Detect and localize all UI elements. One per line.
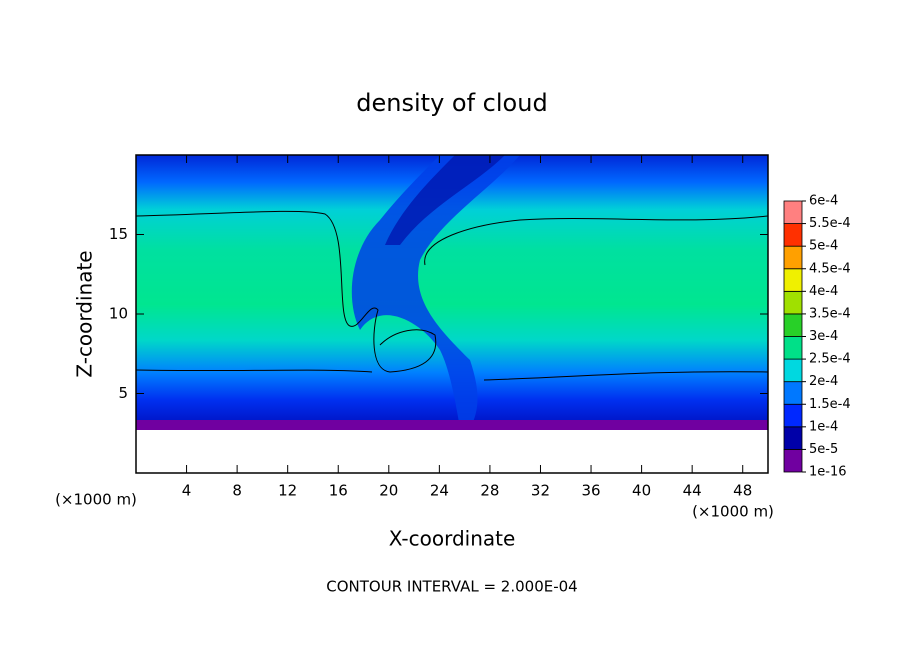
colorbar-label: 1.5e-4 xyxy=(809,397,851,412)
colorbar-label: 1e-16 xyxy=(809,465,847,480)
colorbar-box xyxy=(783,449,803,473)
colorbar-box xyxy=(783,245,803,270)
colorbar-box xyxy=(783,381,803,405)
colorbar-box xyxy=(783,358,803,383)
colorbar-label: 5.5e-4 xyxy=(809,216,851,231)
colorbar-label: 2.5e-4 xyxy=(809,352,851,367)
x-tick-label: 20 xyxy=(379,482,398,500)
chart-title: density of cloud xyxy=(356,89,547,117)
colorbar-label: 5e-4 xyxy=(809,239,838,254)
colorbar-box xyxy=(783,290,803,315)
x-tick-label: 28 xyxy=(480,482,499,500)
colorbar-label: 4e-4 xyxy=(809,284,838,299)
colorbar-box xyxy=(783,313,803,337)
colorbar-box xyxy=(783,403,803,428)
colorbar-box xyxy=(783,336,803,360)
x-unit-left: (×1000 m) xyxy=(55,491,137,509)
x-axis-label: X-coordinate xyxy=(389,527,516,551)
x-tick-label: 12 xyxy=(278,482,297,500)
colorbar-label: 4.5e-4 xyxy=(809,261,851,276)
y-tick-label: 15 xyxy=(109,225,128,243)
colorbar-box xyxy=(783,426,803,450)
x-tick-label: 40 xyxy=(632,482,651,500)
field xyxy=(136,155,768,473)
y-tick-label: 10 xyxy=(109,305,128,323)
colorbar-label: 3e-4 xyxy=(809,329,838,344)
x-unit-right: (×1000 m) xyxy=(692,503,774,521)
x-tick-label: 24 xyxy=(430,482,449,500)
colorbar-box xyxy=(783,223,803,247)
colorbar-label: 1e-4 xyxy=(809,419,838,434)
y-tick-label: 5 xyxy=(118,384,128,402)
x-tick-label: 16 xyxy=(329,482,348,500)
x-tick-label: 8 xyxy=(232,482,242,500)
colorbar-label: 3.5e-4 xyxy=(809,306,851,321)
colorbar-label: 2e-4 xyxy=(809,374,838,389)
annotation: CONTOUR INTERVAL = 2.000E-04 xyxy=(326,578,577,596)
colorbar-label: 5e-5 xyxy=(809,442,838,457)
colorbar-box xyxy=(783,268,803,292)
x-tick-label: 44 xyxy=(683,482,702,500)
x-tick-label: 48 xyxy=(733,482,752,500)
x-tick-label: 36 xyxy=(581,482,600,500)
y-axis-label: Z-coordinate xyxy=(73,250,97,377)
x-tick-label: 32 xyxy=(531,482,550,500)
colorbar-box xyxy=(783,200,803,224)
colorbar-label: 6e-4 xyxy=(809,194,838,209)
x-tick-label: 4 xyxy=(182,482,192,500)
